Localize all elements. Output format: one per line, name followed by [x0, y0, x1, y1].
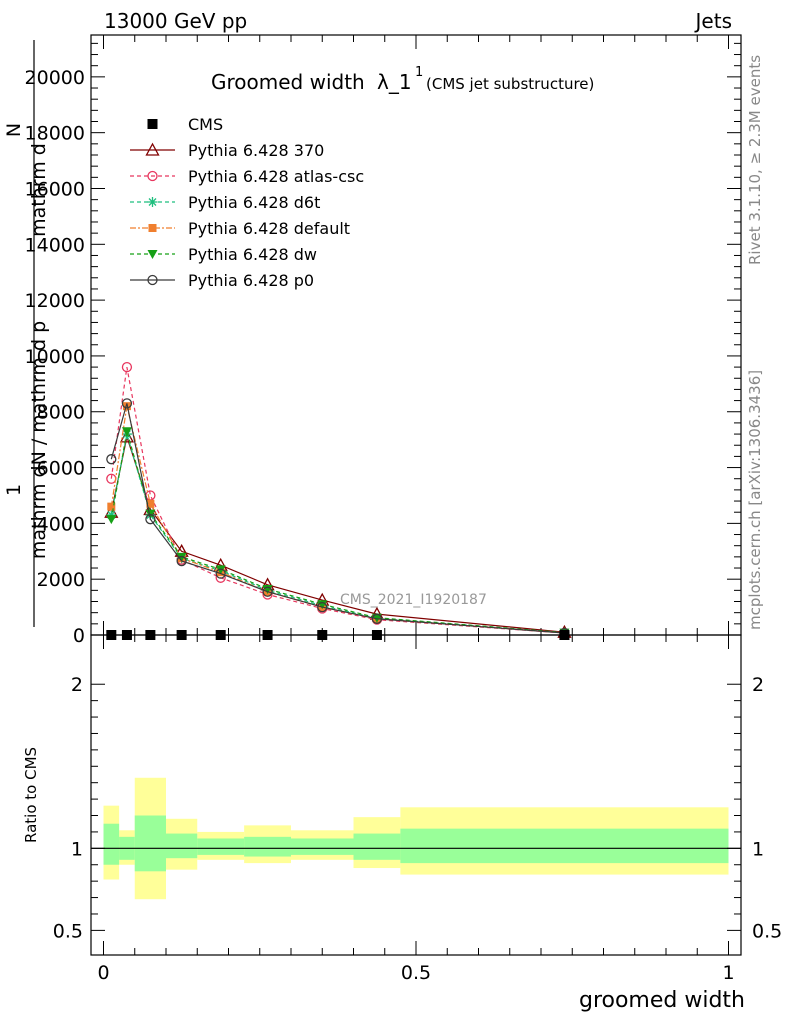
y-tick-label: 14000 — [25, 234, 85, 256]
ratio-tick-label-right: 0.5 — [752, 920, 782, 942]
y-axis-title-extra2: N — [3, 123, 25, 137]
chart-title-sub: (CMS jet substructure) — [426, 75, 594, 93]
mcplots-label: mcplots.cern.ch [arXiv:1306.3436] — [746, 370, 764, 630]
series-line — [110, 431, 565, 634]
chart-title: Groomed width λ_1 1 (CMS jet substructur… — [211, 65, 594, 94]
series-line — [110, 434, 565, 633]
ratio-band-inner — [291, 838, 354, 855]
legend-marker — [145, 142, 160, 156]
y-tick-label: 20000 — [25, 67, 85, 89]
legend-cms-label: CMS — [188, 115, 223, 134]
x-tick-label: 0.5 — [401, 962, 431, 984]
header-jets-label: Jets — [694, 9, 732, 33]
y-tick-label: 10000 — [25, 346, 85, 368]
series-line — [110, 433, 565, 634]
ratio-plot: 0 0.5 1 0.5 0.5 1 1 2 2 — [53, 634, 782, 984]
y-axis-title: 1 mathrm dN / mathrm d p mathrm d N — [3, 40, 50, 627]
chart-title-sup: 1 — [415, 65, 423, 80]
series-6 — [106, 398, 570, 639]
series-point — [121, 398, 133, 409]
series-point — [317, 601, 328, 613]
legend-label: Pythia 6.428 370 — [188, 141, 324, 160]
legend-label: Pythia 6.428 p0 — [188, 271, 314, 290]
legend: CMS Pythia 6.428 370 Pythia 6.428 atlas-cs… — [130, 115, 364, 290]
series-point — [262, 586, 273, 597]
ratio-plot-frame — [90, 634, 742, 956]
ratio-band-inner — [134, 815, 166, 872]
series-point — [146, 499, 155, 508]
series-1 — [104, 429, 572, 638]
y-tick-label: 18000 — [25, 123, 85, 145]
legend-cms-marker — [147, 119, 158, 129]
series-point — [106, 510, 117, 520]
x-axis-label: groomed width — [579, 988, 745, 1013]
series-point — [317, 600, 328, 610]
series-point — [106, 515, 117, 525]
legend-label: Pythia 6.428 atlas-csc — [188, 167, 364, 186]
ratio-band-inner — [244, 836, 291, 857]
series-point — [176, 552, 187, 562]
y-tick-label: 16000 — [25, 178, 85, 200]
rivet-version-label: Rivet 3.1.10, ≥ 2.3M events — [746, 55, 764, 265]
legend-label: Pythia 6.428 d6t — [188, 193, 320, 212]
ratio-tick-label: 2 — [71, 674, 83, 696]
ratio-band-inner — [400, 828, 729, 864]
y-tick-label: 6000 — [37, 458, 85, 480]
y-tick-label: 12000 — [25, 290, 85, 312]
legend-marker — [147, 170, 158, 182]
header-energy-label: 13000 GeV pp — [104, 9, 247, 33]
x-tick-label: 0 — [97, 962, 109, 984]
series-4 — [107, 402, 569, 637]
ratio-band-inner — [166, 833, 198, 859]
series-3 — [106, 429, 570, 638]
ratio-tick-label: 1 — [71, 838, 83, 860]
x-tick-label: 1 — [722, 962, 734, 984]
ratio-band-inner — [197, 838, 245, 855]
series-point — [106, 454, 117, 465]
series-point — [176, 555, 187, 567]
y-tick-label: 2000 — [37, 569, 85, 591]
y-tick-label: 4000 — [37, 513, 85, 535]
y-axis-title-num: 1 — [3, 484, 25, 496]
ratio-tick-label: 0.5 — [53, 920, 83, 942]
series-point — [215, 565, 226, 575]
series-point — [121, 427, 132, 437]
legend-marker — [147, 274, 158, 286]
ratio-band-inner — [353, 833, 401, 860]
analysis-watermark: CMS_2021_I1920187 — [340, 592, 487, 608]
y-tick-label: 8000 — [37, 402, 85, 424]
legend-label: Pythia 6.428 default — [188, 219, 350, 238]
ratio-band-inner — [103, 823, 120, 865]
ratio-tick-label-right: 2 — [752, 674, 764, 696]
series-point — [215, 568, 226, 579]
legend-marker — [147, 197, 158, 207]
chart-title-symbol: λ_1 — [377, 70, 412, 94]
series-line — [110, 366, 565, 634]
legend-marker — [147, 250, 158, 259]
y-tick-label: 0 — [73, 625, 85, 647]
legend-marker — [148, 224, 157, 232]
main-plot: 0 2000 4000 6000 8000 10000 12000 14000 16000 180… — [25, 34, 742, 647]
series-line — [110, 406, 565, 634]
ratio-tick-label-right: 1 — [752, 838, 764, 860]
series-5 — [106, 427, 570, 638]
chart-title-text: Groomed width — [211, 70, 365, 94]
series-point — [145, 514, 156, 525]
series-point — [371, 613, 383, 624]
series-point — [107, 502, 116, 511]
series-point — [262, 584, 273, 594]
legend-label: Pythia 6.428 dw — [188, 245, 317, 264]
series-2 — [106, 361, 570, 639]
ratio-axis-label: Ratio to CMS — [22, 747, 40, 843]
series-line — [110, 403, 565, 634]
series-point — [121, 361, 133, 373]
